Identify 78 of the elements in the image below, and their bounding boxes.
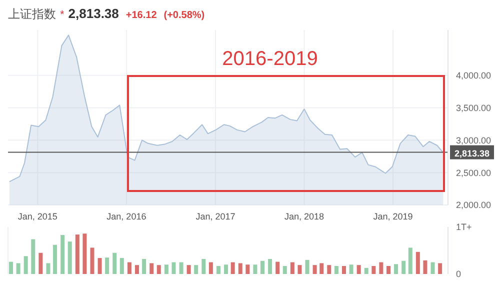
x-tick-label: Jan, 2018 <box>284 211 324 222</box>
bar <box>356 265 361 274</box>
x-tick-label: Jan, 2017 <box>196 211 236 222</box>
bar <box>402 260 406 274</box>
bar <box>268 258 272 274</box>
bar <box>127 262 132 274</box>
bar <box>379 262 384 274</box>
y-tick-label: 2,000.00 <box>456 200 492 210</box>
bar <box>156 265 161 274</box>
bar <box>372 266 376 274</box>
bar <box>112 252 117 274</box>
bar <box>394 264 398 274</box>
x-tick-label: Jan, 2015 <box>18 211 58 222</box>
bar <box>179 262 184 274</box>
y-tick-label: 1T+ <box>456 222 472 232</box>
bar <box>238 263 242 274</box>
y-tick-label: 4,000.00 <box>456 70 492 81</box>
bar <box>24 256 28 274</box>
bar <box>334 266 338 274</box>
bar <box>38 252 43 274</box>
ref-line-label: 2,813.38 <box>454 148 490 158</box>
text: * <box>60 9 64 21</box>
bar <box>16 263 20 274</box>
bar <box>150 263 154 274</box>
bar <box>276 262 280 274</box>
bar <box>253 264 258 274</box>
y-tick-label: 3,000.00 <box>456 135 492 146</box>
bar <box>60 234 65 274</box>
bar <box>260 260 264 274</box>
bar <box>75 234 80 274</box>
bar <box>327 265 332 274</box>
bar <box>416 252 420 274</box>
bar <box>312 265 317 274</box>
bar <box>230 262 235 274</box>
bar <box>208 262 213 274</box>
bar <box>90 248 94 274</box>
bar <box>53 244 58 274</box>
bar <box>430 262 435 274</box>
bar <box>342 266 346 274</box>
bar <box>438 263 442 274</box>
bar <box>349 264 354 274</box>
text: 2,813.38 <box>68 6 119 21</box>
bar <box>98 258 102 274</box>
y-tick-label: 3,500.00 <box>456 102 492 113</box>
bar <box>298 265 302 274</box>
x-tick-label: Jan, 2016 <box>106 211 146 222</box>
bar <box>31 239 36 274</box>
bar <box>320 263 324 274</box>
bar <box>423 260 428 274</box>
bar <box>290 262 294 274</box>
text: (+0.58%) <box>164 10 205 21</box>
bar <box>408 248 412 274</box>
bar <box>246 264 250 274</box>
y-tick-label: 0 <box>456 269 462 280</box>
bar <box>120 258 124 274</box>
bar <box>216 266 220 274</box>
bar <box>164 264 168 274</box>
bar <box>142 258 146 274</box>
bar <box>9 262 13 274</box>
text: +16.12 <box>126 10 157 21</box>
bar <box>105 258 110 274</box>
bar <box>305 260 310 274</box>
bar <box>194 265 198 274</box>
x-tick-label: Jan, 2019 <box>373 211 413 222</box>
bar <box>202 258 206 274</box>
bar <box>134 265 139 274</box>
annotation: 2016-2019 <box>221 48 319 71</box>
y-tick-label: 2,500.00 <box>456 168 492 178</box>
bar <box>282 266 287 274</box>
bar <box>68 242 72 274</box>
bar <box>186 265 191 274</box>
bar <box>224 264 228 274</box>
bar <box>364 268 368 274</box>
bar <box>172 262 176 274</box>
bar <box>386 266 390 274</box>
bar <box>46 263 50 274</box>
chart-title: 上证指数 <box>8 6 56 23</box>
bar <box>82 234 87 274</box>
